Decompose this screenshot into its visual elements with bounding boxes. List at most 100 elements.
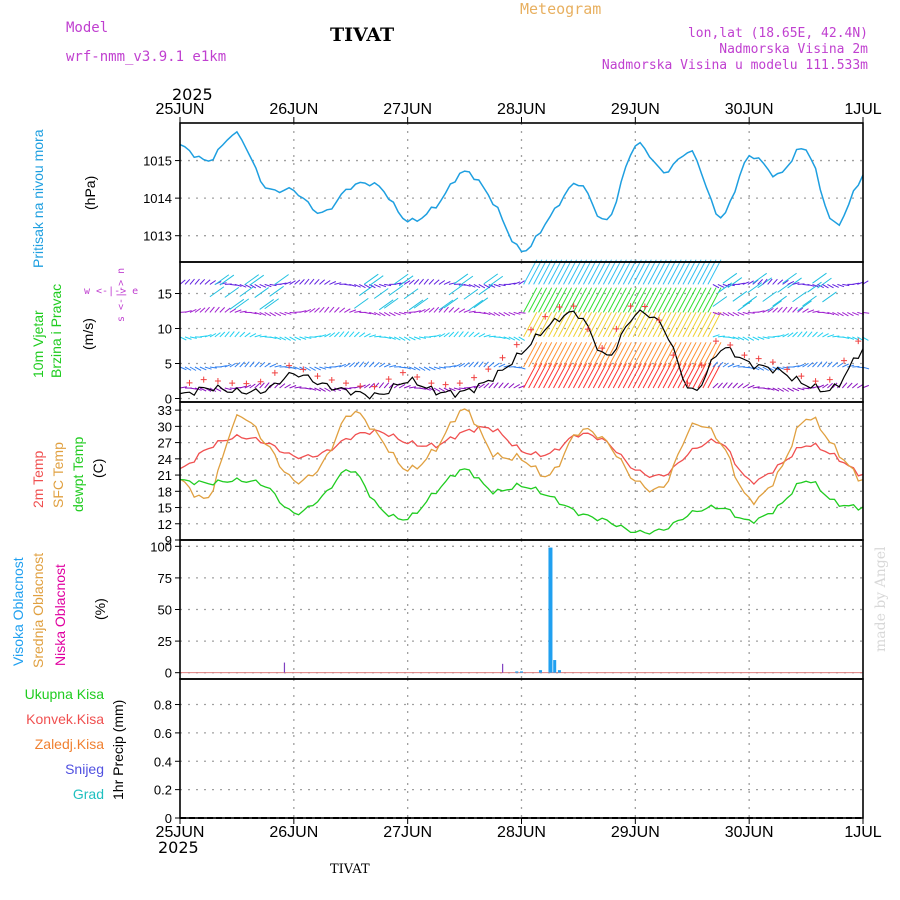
temp-tick-label: 27 <box>158 436 172 451</box>
pressure-line <box>179 130 864 253</box>
wind-barb <box>259 299 274 310</box>
wind-barb <box>264 311 272 317</box>
wind-barb <box>548 363 563 389</box>
wind-barb <box>528 342 543 368</box>
wind-barb <box>468 385 476 389</box>
wind-barb <box>577 287 593 313</box>
wind-gust-marker <box>442 381 449 388</box>
wind-gust-marker <box>542 313 549 320</box>
wind-barb <box>259 382 265 389</box>
wind-unit: (m/s) <box>80 318 96 350</box>
wind-barb <box>244 332 251 338</box>
wind-barb <box>822 283 829 289</box>
wind-barb <box>179 366 187 371</box>
cloud-mid-label: Srednja Oblacnost <box>30 552 46 668</box>
wind-barb <box>418 308 426 313</box>
wind-barb <box>214 274 230 286</box>
wind-gust-marker <box>229 380 236 387</box>
wind-barb <box>582 363 597 389</box>
wind-barb <box>568 342 583 368</box>
wind-barb <box>229 331 235 338</box>
wind-gust-marker <box>798 373 805 380</box>
wind-barb <box>403 336 411 341</box>
wind-gust-marker <box>769 359 776 366</box>
wind-barb <box>732 311 740 317</box>
wind-barb <box>587 259 602 285</box>
wind-barb <box>712 382 719 389</box>
wind-barb <box>408 386 417 389</box>
wind-barb <box>189 336 197 339</box>
wind-barb <box>642 259 657 285</box>
wind-barb <box>443 297 459 309</box>
wind-barb <box>692 342 707 368</box>
cloud-tick-label: 75 <box>158 571 172 586</box>
wind-barb <box>797 300 812 312</box>
wind-barb <box>807 362 814 368</box>
wind-barb <box>558 287 573 313</box>
wind-barb <box>279 282 287 285</box>
wind-barb <box>199 387 207 392</box>
wind-barb <box>637 311 652 338</box>
wind-barb <box>239 310 247 313</box>
wind-gust-marker <box>684 380 691 387</box>
wind-barb <box>632 342 647 368</box>
wind-barb <box>279 311 287 316</box>
wind-barb <box>657 259 672 285</box>
wind-label-1: 10m Vjetar <box>30 310 46 378</box>
wind-barb <box>458 331 464 338</box>
wind-barb <box>722 382 728 389</box>
date-label-top: 29JUN <box>611 101 660 118</box>
wind-gust-marker <box>727 342 734 349</box>
wind-barb <box>812 385 820 389</box>
wind-barb <box>209 280 216 285</box>
wind-barb <box>378 362 386 368</box>
wind-barb <box>204 366 212 370</box>
pressure-tick-label: 1015 <box>143 154 172 169</box>
wind-barb <box>314 335 322 338</box>
wind-barb <box>797 307 804 313</box>
wind-barb <box>717 382 723 389</box>
wind-barb <box>354 283 361 288</box>
wind-gust-marker <box>357 383 364 390</box>
wind-barb <box>443 306 449 313</box>
wind-gust-marker <box>286 362 293 369</box>
temp-tick-label: 33 <box>158 403 172 418</box>
wind-barb <box>503 311 511 317</box>
wind-barb <box>702 342 717 368</box>
wind-gust-marker <box>214 378 221 384</box>
wind-barb <box>553 363 568 389</box>
wind-barb <box>817 277 832 289</box>
wind-barb <box>647 311 662 338</box>
cloud-high-bar <box>515 671 519 673</box>
watermark: made by Angel <box>873 546 889 653</box>
wind-barb <box>478 361 484 368</box>
wind-barb <box>523 363 538 389</box>
wind-barb <box>404 311 412 314</box>
wind-barb <box>458 275 474 287</box>
wind-barb <box>777 366 785 370</box>
wind-barb <box>344 362 351 368</box>
wind-gust-marker <box>385 376 392 383</box>
wind-barb <box>224 307 231 313</box>
wind-barb <box>239 385 247 389</box>
wind-barb <box>592 342 607 368</box>
wind-barb <box>543 363 558 389</box>
wind-barb <box>832 361 838 368</box>
wind-barb <box>224 331 230 338</box>
wind-barb <box>199 307 206 313</box>
wind-barb <box>558 342 573 368</box>
wind-barb <box>652 363 667 389</box>
wind-barb <box>792 331 798 338</box>
wind-barb <box>294 336 302 341</box>
wind-barb <box>572 287 588 313</box>
wind-barb <box>423 278 429 285</box>
wind-barb <box>363 361 370 368</box>
wind-barb <box>827 311 835 316</box>
wind-barb <box>533 259 548 285</box>
wind-barb <box>657 311 672 338</box>
wind-barb <box>433 387 441 392</box>
wind-barb <box>837 311 844 317</box>
date-label-bottom: 28JUN <box>497 824 546 841</box>
wind-barb <box>314 307 320 313</box>
date-label-top: 1JUL <box>844 101 881 118</box>
